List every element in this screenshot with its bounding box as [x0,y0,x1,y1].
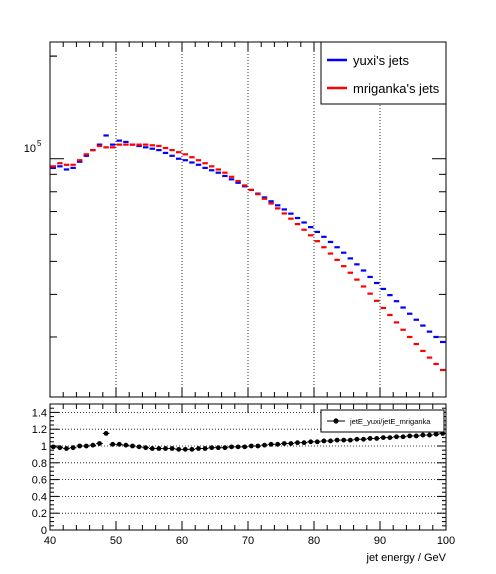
ratio-point [103,431,109,436]
ratio-point [281,441,287,446]
ratio-point [413,433,419,439]
top-y-ticks [50,55,446,398]
ratio-point [361,436,366,442]
ratio-point [64,446,69,451]
x-tick-label: 60 [176,535,188,547]
ratio-point [248,443,254,449]
ratio-point [420,432,426,438]
x-axis-label: jet energy / GeV [366,552,447,564]
ratio-point [374,436,380,441]
ratio-point [222,445,228,451]
y-tick-exponent: 5 [37,139,42,148]
ratio-point [110,441,116,447]
ratio-point [242,444,248,450]
ratio-point [202,446,208,451]
ratio-point [156,446,162,451]
top-legend-box [320,41,447,105]
ratio-point [308,439,314,445]
ratio-y-tick-label: 0.2 [32,508,47,520]
ratio-y-tick-label: 1 [41,441,47,453]
x-tick-label: 80 [308,535,320,547]
ratio-y-tick-label: 0 [41,525,47,537]
ratio-legend-marker [333,418,339,424]
ratio-y-ticks: 0 0.2 0.4 0.6 0.8 1 1.2 1.4 [32,403,446,537]
ratio-point [288,441,294,446]
ratio-point [77,443,83,449]
ratio-y-tick-label: 0.4 [32,491,47,503]
ratio-point [255,443,261,449]
ratio-point [334,437,340,443]
x-tick-label: 100 [437,535,455,547]
ratio-point [209,445,215,451]
ratio-point [367,436,373,441]
ratio-point [387,435,393,440]
ratio-point [215,445,221,451]
y-tick-label-1e5: 10 [24,143,36,155]
legend-label-mriganka: mriganka's jets [353,81,440,96]
y-tick-base: 10 [24,143,36,155]
ratio-point [50,444,56,450]
ratio-point [136,444,142,450]
ratio-point [169,446,175,451]
top-panel: 10 5 yuxi's jets mriganka's jets [24,41,447,398]
series-mriganka [50,143,446,372]
ratio-point [354,436,360,442]
x-tick-label: 50 [110,535,122,547]
top-legend: yuxi's jets mriganka's jets [320,41,447,105]
ratio-y-tick-label: 0.6 [32,475,47,487]
ratio-point [394,434,399,440]
ratio-point [341,437,347,443]
ratio-point [328,438,333,444]
ratio-x-ticks: 40 50 60 70 80 90 100 [44,404,455,547]
ratio-point [347,437,353,443]
ratio-point [268,441,274,447]
ratio-point [400,434,406,440]
ratio-panel: 0 0.2 0.4 0.6 0.8 1 1.2 1.4 40 50 60 70 80 90 100 jet… [32,403,455,564]
ratio-y-tick-label: 1.4 [32,407,47,419]
ratio-point [235,444,241,450]
legend-label-yuxi: yuxi's jets [353,53,409,68]
ratio-point [314,439,320,445]
ratio-legend-label: jetE_yuxi/jetE_mriganka [349,417,431,426]
ratio-point [427,432,432,438]
x-tick-label: 90 [374,535,386,547]
ratio-point [149,446,155,451]
ratio-legend: jetE_yuxi/jetE_mriganka [320,409,445,433]
ratio-legend-box [320,409,445,433]
top-grid [115,42,381,397]
ratio-point [196,446,201,451]
ratio-point [176,446,182,452]
ratio-point [143,445,149,451]
ratio-series [50,431,446,452]
ratio-point [116,441,122,447]
ratio-point [295,440,300,446]
ratio-point [407,433,413,439]
ratio-point [83,443,89,449]
ratio-point [229,444,234,450]
ratio-point [97,441,102,446]
ratio-point [433,431,439,437]
ratio-point [90,442,96,448]
top-series [50,134,446,372]
ratio-point [380,435,386,440]
ratio-point [182,446,188,452]
x-tick-label: 70 [242,535,254,547]
ratio-point [163,446,168,451]
ratio-y-tick-label: 1.2 [32,424,47,436]
ratio-point [57,445,63,451]
ratio-point [301,440,307,446]
ratio-point [189,446,195,452]
ratio-point [70,445,76,451]
ratio-point [123,442,129,448]
x-tick-label: 40 [44,535,56,547]
ratio-point [130,443,135,449]
ratio-point [275,441,281,447]
ratio-y-tick-label: 0.8 [32,458,47,470]
ratio-point [321,438,327,444]
ratio-point [262,442,267,448]
